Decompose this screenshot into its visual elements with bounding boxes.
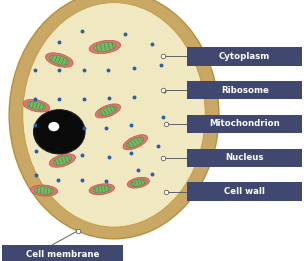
Ellipse shape [127,137,144,147]
Text: Cytoplasm: Cytoplasm [219,52,270,61]
Ellipse shape [27,101,46,110]
FancyBboxPatch shape [187,115,302,133]
Ellipse shape [46,53,73,67]
Circle shape [48,122,59,131]
Ellipse shape [95,104,121,118]
Ellipse shape [49,154,75,167]
Text: Cell membrane: Cell membrane [26,250,99,259]
Ellipse shape [50,55,69,65]
FancyBboxPatch shape [2,245,123,261]
Ellipse shape [93,186,111,193]
Ellipse shape [23,99,50,112]
FancyBboxPatch shape [187,149,302,167]
Text: Ribosome: Ribosome [221,86,269,94]
Ellipse shape [127,177,150,188]
Text: Nucleus: Nucleus [226,153,264,162]
Text: Mitochondrion: Mitochondrion [209,120,280,128]
FancyBboxPatch shape [187,81,302,99]
Ellipse shape [35,187,54,194]
Text: Cell wall: Cell wall [224,187,265,196]
Ellipse shape [123,135,147,150]
Ellipse shape [89,40,121,54]
FancyBboxPatch shape [187,47,302,66]
Ellipse shape [130,179,146,186]
Ellipse shape [30,185,58,196]
Ellipse shape [94,43,116,51]
Ellipse shape [23,3,205,227]
Ellipse shape [89,184,115,195]
Circle shape [33,110,85,154]
Ellipse shape [9,0,219,239]
Ellipse shape [99,106,117,116]
Ellipse shape [53,156,71,165]
FancyBboxPatch shape [187,182,302,201]
